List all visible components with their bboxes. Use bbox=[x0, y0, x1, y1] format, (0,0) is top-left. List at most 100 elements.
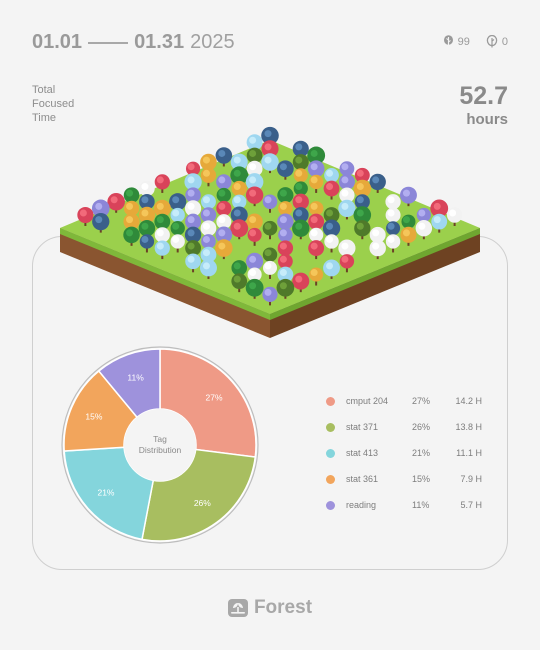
dead-tree-count-value: 0 bbox=[501, 35, 508, 48]
garden-tree bbox=[261, 126, 279, 147]
garden-tree bbox=[154, 240, 170, 260]
date-end: 01.31 bbox=[134, 31, 185, 53]
legend-tag-hours: 11.1 H bbox=[456, 448, 482, 458]
garden-tree bbox=[92, 212, 110, 233]
legend-tag-name: stat 371 bbox=[346, 422, 379, 432]
garden-tree bbox=[338, 239, 356, 260]
donut-slice-label: 21% bbox=[97, 488, 114, 498]
total-focused-time-unit: hours bbox=[466, 111, 508, 128]
garden-tree bbox=[338, 199, 356, 220]
garden-tree bbox=[369, 173, 386, 193]
garden-tree bbox=[261, 153, 279, 174]
garden-tree bbox=[245, 278, 264, 299]
legend-tag-percent: 21% bbox=[412, 448, 431, 458]
garden-tree bbox=[262, 286, 278, 306]
legend-tag-name: stat 361 bbox=[346, 474, 379, 484]
garden-tree bbox=[200, 167, 217, 187]
garden-tree bbox=[323, 259, 340, 279]
tag-legend: cmput 204 27% 14.2 H stat 371 26% 13.8 H… bbox=[326, 388, 486, 518]
garden-tree bbox=[400, 226, 417, 246]
tag-distribution-chart: Tag Distribution 27% 26% 21% 15% 11% bbox=[61, 346, 259, 544]
garden-tree bbox=[292, 154, 309, 174]
garden-tree bbox=[369, 226, 386, 246]
garden-tree bbox=[246, 252, 264, 273]
legend-color-dot bbox=[326, 448, 335, 458]
garden-tree bbox=[431, 213, 448, 233]
garden-tree bbox=[123, 226, 140, 246]
donut-slice-label: 11% bbox=[127, 372, 144, 382]
garden-tree bbox=[216, 187, 232, 207]
healthy-tree-count-value: 99 bbox=[457, 35, 470, 48]
date-year: 2025 bbox=[190, 31, 235, 53]
garden-tree bbox=[277, 160, 294, 180]
garden-tree bbox=[199, 259, 217, 279]
healthy-tree-count: 99 bbox=[443, 35, 470, 48]
legend-tag-hours: 13.8 H bbox=[455, 422, 482, 432]
legend-item: stat 361 15% 7.9 H bbox=[326, 466, 486, 492]
legend-item: reading 11% 5.7 H bbox=[326, 492, 486, 518]
garden-tree bbox=[230, 153, 248, 174]
date-start: 01.01 bbox=[32, 31, 83, 53]
donut-slice-label: 15% bbox=[85, 411, 102, 421]
legend-color-dot bbox=[326, 396, 335, 406]
garden-tree bbox=[230, 219, 249, 240]
garden-tree bbox=[276, 278, 295, 299]
garden-tree bbox=[247, 227, 262, 246]
garden-tree bbox=[399, 186, 417, 207]
legend-color-dot bbox=[326, 422, 335, 432]
garden-tree bbox=[246, 134, 263, 154]
garden-tree bbox=[277, 253, 293, 273]
date-range-divider bbox=[88, 41, 129, 44]
legend-tag-hours: 5.7 H bbox=[460, 500, 482, 510]
garden-tree bbox=[231, 273, 248, 293]
garden-tree bbox=[262, 260, 278, 279]
garden-tree bbox=[385, 207, 401, 226]
garden-tree bbox=[107, 192, 125, 213]
legend-tag-percent: 26% bbox=[412, 422, 431, 432]
tree-leaf-icon bbox=[443, 35, 453, 47]
garden-tree bbox=[354, 194, 370, 213]
forest-garden-illustration bbox=[60, 126, 480, 338]
legend-tag-percent: 15% bbox=[412, 474, 431, 484]
legend-tag-name: cmput 204 bbox=[346, 396, 389, 406]
garden-tree bbox=[200, 246, 217, 266]
donut-center-label-line1: Tag bbox=[153, 434, 167, 444]
garden-tree bbox=[245, 186, 264, 207]
legend-tag-hours: 14.2 H bbox=[455, 396, 482, 406]
legend-item: stat 413 21% 11.1 H bbox=[326, 440, 486, 466]
garden-tree bbox=[154, 174, 170, 193]
garden-tree bbox=[139, 234, 155, 253]
garden-tree bbox=[339, 254, 355, 273]
garden-tree bbox=[292, 272, 310, 293]
garden-tree bbox=[308, 174, 324, 193]
garden-tree bbox=[323, 180, 340, 200]
date-range: 01.01 01.31 2025 bbox=[32, 31, 235, 54]
donut-center-label-line2: Distribution bbox=[139, 445, 182, 455]
garden-tree bbox=[246, 147, 263, 167]
garden-tree bbox=[246, 213, 263, 233]
garden-tree bbox=[154, 227, 170, 246]
garden-tree bbox=[200, 220, 217, 240]
garden-tree bbox=[354, 220, 371, 240]
forest-logo-icon bbox=[227, 599, 248, 617]
garden-tree bbox=[185, 253, 201, 273]
garden-tree bbox=[77, 206, 94, 226]
garden-tree bbox=[430, 199, 449, 220]
garden-tree bbox=[308, 201, 324, 220]
garden-tree bbox=[308, 240, 325, 260]
garden-tree bbox=[262, 220, 278, 240]
dead-tree-icon bbox=[486, 35, 498, 48]
legend-tag-name: reading bbox=[346, 500, 377, 510]
garden-tree bbox=[185, 161, 201, 180]
garden-tree bbox=[324, 234, 339, 253]
garden-tree bbox=[369, 239, 386, 260]
garden-tree bbox=[446, 207, 463, 226]
donut-slice-label: 27% bbox=[206, 392, 223, 402]
legend-tag-name: stat 413 bbox=[346, 448, 379, 458]
garden-tree bbox=[262, 194, 278, 213]
legend-tag-percent: 11% bbox=[412, 500, 430, 510]
garden-tree bbox=[292, 219, 310, 240]
total-focused-time-value: 52.7 bbox=[459, 82, 508, 110]
garden-tree bbox=[216, 174, 232, 193]
legend-tag-hours: 7.9 H bbox=[460, 474, 482, 484]
